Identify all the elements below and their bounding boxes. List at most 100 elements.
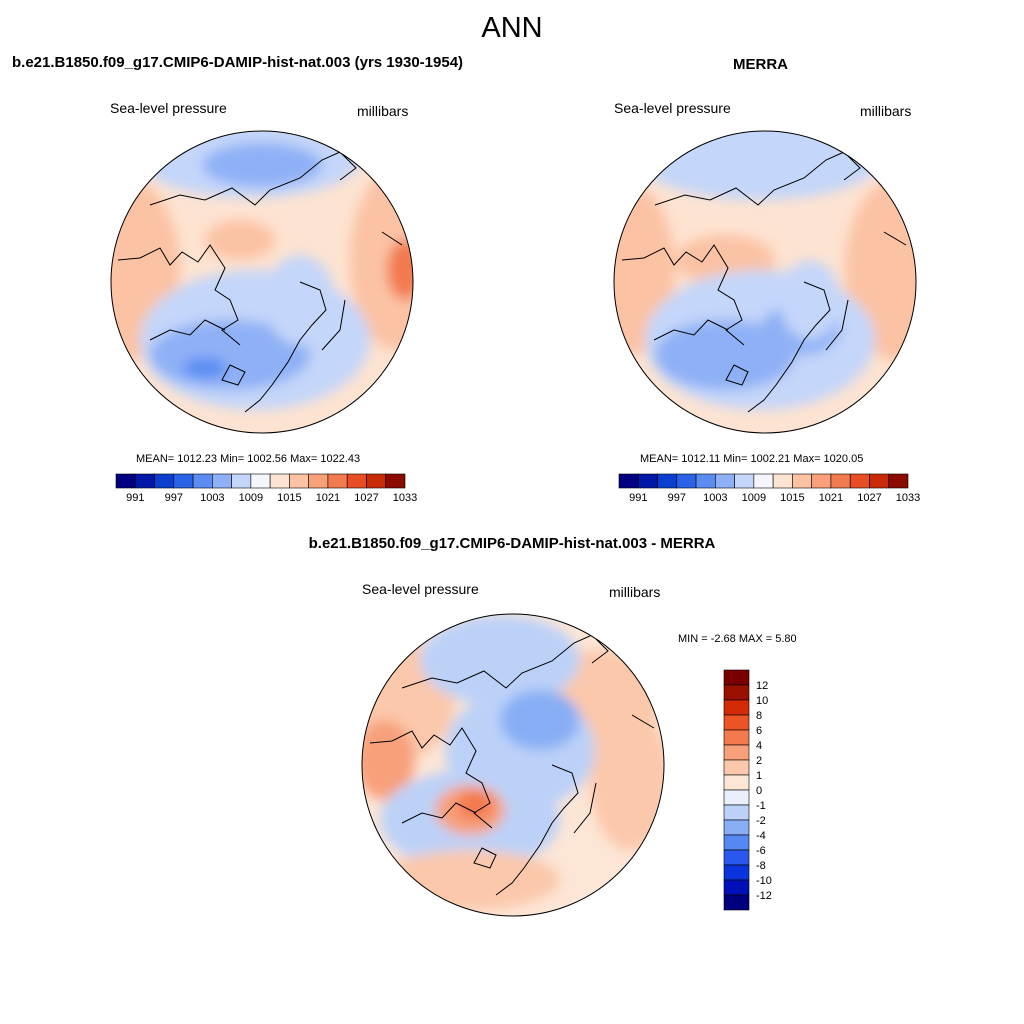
panel-3-colorbar-tick-label: -8 xyxy=(756,860,766,872)
panel-2-map-border xyxy=(613,130,917,434)
panel-1-title: b.e21.B1850.f09_g17.CMIP6-DAMIP-hist-nat… xyxy=(12,54,464,71)
panel-3-colorbar-swatch xyxy=(723,759,750,776)
panel-3-colorbar-tick-label: -4 xyxy=(756,830,766,842)
panel-1-colorbar-tick-label: 1003 xyxy=(200,492,224,504)
panel-3-colorbar-tick-label: 12 xyxy=(756,680,768,692)
panel-3-title: b.e21.B1850.f09_g17.CMIP6-DAMIP-hist-nat… xyxy=(308,535,716,552)
panel-3-colorbar-tick-label: -10 xyxy=(756,875,772,887)
panel-1-colorbar-swatch xyxy=(385,473,406,489)
panel-2-map xyxy=(614,131,916,433)
panel-2-colorbar: 991 997 1003 1009 1015 1021 1027 1033 xyxy=(618,473,920,504)
panel-3-colorbar-tick-label: 0 xyxy=(756,785,762,797)
panel-2-colorbar-tick-label: 1021 xyxy=(819,492,843,504)
panel-3-stats: MIN = -2.68 MAX = 5.80 xyxy=(678,633,797,645)
panel-2-colorbar-tick-label: 1015 xyxy=(780,492,804,504)
panel-1-colorbar-swatch xyxy=(346,473,367,489)
panel-2-colorbar-swatch xyxy=(792,473,812,489)
panel-1-colorbar-swatch xyxy=(115,473,136,489)
panel-3-colorbar-tick-label: 2 xyxy=(756,755,762,767)
panel-2-colorbar-swatch xyxy=(753,473,774,489)
panel-2-units-label: millibars xyxy=(860,103,912,119)
panel-3-colorbar-swatch xyxy=(723,804,750,821)
panel-1-colorbar: 991 997 1003 1009 1015 1021 1027 1033 xyxy=(115,473,417,504)
panel-3-colorbar-swatch xyxy=(723,834,750,851)
panel-3-colorbar-swatch xyxy=(723,714,750,731)
panel-3-colorbar-swatch xyxy=(723,699,750,716)
panel-3-colorbar-tick-label: 4 xyxy=(756,740,762,752)
panel-3-colorbar-tick-label: 6 xyxy=(756,725,762,737)
panel-3-colorbar-tick-label: -6 xyxy=(756,845,766,857)
panel-1-colorbar-swatch xyxy=(154,473,175,489)
panel-3-colorbar-swatch xyxy=(723,744,750,761)
panel-3-colorbar-swatch xyxy=(723,774,750,791)
figure-title: ANN xyxy=(481,12,543,44)
panel-2-colorbar-tick-label: 1003 xyxy=(703,492,727,504)
panel-2-colorbar-swatch xyxy=(830,473,851,489)
panel-2-title: MERRA xyxy=(733,56,788,73)
panel-2-colorbar-tick-label: 1027 xyxy=(857,492,881,504)
panel-1-colorbar-swatch xyxy=(231,473,252,489)
panel-3-colorbar-swatch xyxy=(723,894,750,911)
panel-2-colorbar-swatch xyxy=(657,473,678,489)
panel-2-colorbar-swatch xyxy=(734,473,755,489)
panel-2-colorbar-swatch xyxy=(618,473,639,489)
panel-1-colorbar-swatch xyxy=(308,473,329,489)
panel-1-colorbar-tick-label: 1009 xyxy=(239,492,263,504)
panel-1-colorbar-tick-label: 1015 xyxy=(277,492,301,504)
panel-2-colorbar-swatch xyxy=(695,473,716,489)
panel-2-colorbar-tick-label: 1009 xyxy=(742,492,766,504)
panel-1-colorbar-swatch xyxy=(269,473,290,489)
panel-3-colorbar-tick-label: -12 xyxy=(756,890,772,902)
panel-2-colorbar-swatch xyxy=(676,473,697,489)
panel-2-colorbar-tick-label: 1033 xyxy=(896,492,920,504)
panel-3-colorbar-tick-label: 10 xyxy=(756,695,768,707)
panel-1-colorbar-swatch xyxy=(134,473,155,489)
panel-3-colorbar-swatch xyxy=(723,669,750,686)
panel-2-colorbar-tick-label: 991 xyxy=(629,492,647,504)
panel-3-colorbar-swatch xyxy=(723,864,750,881)
panel-2-colorbar-tick-label: 997 xyxy=(668,492,686,504)
panel-1-colorbar-swatch xyxy=(192,473,213,489)
panel-2-variable-label: Sea-level pressure xyxy=(614,100,731,116)
panel-1-colorbar-tick-label: 997 xyxy=(165,492,183,504)
panel-1-variable-label: Sea-level pressure xyxy=(110,100,227,116)
panel-3-colorbar-tick-label: 1 xyxy=(756,770,762,782)
panel-3-variable-label: Sea-level pressure xyxy=(362,581,479,597)
panel-3-colorbar-swatch xyxy=(723,849,750,866)
panel-2-colorbar-swatch xyxy=(888,473,909,489)
panel-1-units-label: millibars xyxy=(357,103,409,119)
panel-3-colorbar-swatch xyxy=(723,819,750,836)
panel-1-colorbar-swatch xyxy=(327,473,348,489)
panel-2-colorbar-swatch xyxy=(849,473,870,489)
panel-1-map xyxy=(111,131,413,433)
panel-3-colorbar-swatch xyxy=(723,879,750,896)
panel-3-colorbar-swatch xyxy=(723,684,750,701)
panel-3-colorbar-tick-label: 8 xyxy=(756,710,762,722)
panel-1-colorbar-swatch xyxy=(212,473,232,489)
panel-2-colorbar-swatch xyxy=(637,473,658,489)
panel-1-colorbar-swatch xyxy=(366,473,387,489)
panel-3-map xyxy=(362,614,664,916)
panel-3-colorbar-tick-label: -1 xyxy=(756,800,766,812)
panel-2-stats: MEAN= 1012.11 Min= 1002.21 Max= 1020.05 xyxy=(640,453,864,465)
panel-1-map-border xyxy=(110,130,414,434)
panel-2-colorbar-swatch xyxy=(811,473,832,489)
panel-3-colorbar-swatch xyxy=(723,789,750,806)
panel-3-colorbar-swatch xyxy=(723,729,750,746)
panel-1-colorbar-tick-label: 1033 xyxy=(393,492,417,504)
panel-2-colorbar-swatch xyxy=(772,473,793,489)
panel-2-colorbar-swatch xyxy=(715,473,735,489)
panel-1-colorbar-tick-label: 991 xyxy=(126,492,144,504)
panel-1-colorbar-swatch xyxy=(289,473,309,489)
panel-1-colorbar-swatch xyxy=(250,473,271,489)
panel-1-colorbar-tick-label: 1021 xyxy=(316,492,340,504)
panel-1-colorbar-tick-label: 1027 xyxy=(354,492,378,504)
panel-1-colorbar-swatch xyxy=(173,473,194,489)
panel-3-units-label: millibars xyxy=(609,584,661,600)
panel-1-stats: MEAN= 1012.23 Min= 1002.56 Max= 1022.43 xyxy=(136,453,361,465)
panel-3-colorbar-tick-label: -2 xyxy=(756,815,766,827)
panel-2-colorbar-swatch xyxy=(869,473,890,489)
panel-3-map-border xyxy=(361,613,665,917)
